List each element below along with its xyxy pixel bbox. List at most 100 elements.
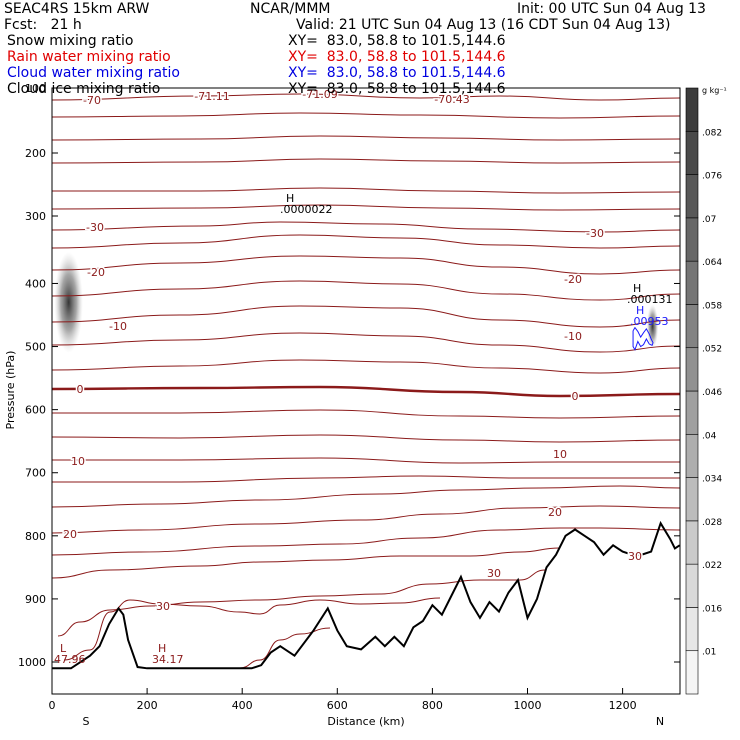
isotherm-line-14 — [52, 409, 680, 419]
colorbar-tick-7: .052 — [702, 345, 722, 355]
x-tick-label-200: 200 — [137, 699, 158, 712]
field-cloudice-xy: XY= 83.0, 58.8 to 101.5,144.6 — [288, 81, 506, 97]
colorbar-tick-2: .022 — [702, 561, 722, 571]
isotherm-line-11 — [52, 332, 680, 353]
model-title: SEAC4RS 15km ARW — [4, 1, 150, 17]
terrain-profile — [52, 520, 680, 670]
field-rain-xy: XY= 83.0, 58.8 to 101.5,144.6 — [288, 49, 506, 65]
mixing-ratio-shading-0 — [54, 251, 83, 353]
field-cloudwater-label: Cloud water mixing ratio — [7, 65, 180, 81]
isotherm-line-10 — [52, 305, 680, 328]
y-tick-label-400: 400 — [25, 277, 46, 290]
isotherm-line-17 — [52, 475, 680, 483]
x-end-label-north: N — [656, 715, 664, 728]
isotherm-label-12: 10 — [71, 455, 85, 468]
isotherm-line-3 — [52, 158, 680, 164]
cloud-water-contour — [632, 326, 654, 351]
isotherm-label-7: -20 — [564, 273, 582, 286]
isotherm-line-16 — [52, 457, 680, 464]
isotherm-line-20 — [52, 527, 680, 556]
colorbar-segment-10 — [685, 217, 699, 262]
extremum-marker-1: H — [633, 282, 641, 295]
colorbar-unit: g kg⁻¹ — [702, 86, 727, 95]
field-cloudwater-xy: XY= 83.0, 58.8 to 101.5,144.6 — [288, 65, 506, 81]
extremum-value-1: .000131 — [627, 293, 673, 306]
isotherm-line-4 — [52, 187, 680, 194]
colorbar-tick-0: .01 — [702, 648, 716, 658]
colorbar-segment-1 — [685, 607, 699, 652]
extremum-value-2: .00953 — [630, 315, 669, 328]
extremum-marker-0: H — [286, 192, 294, 205]
isotherm-label-9: -10 — [564, 330, 582, 343]
isotherm-line-21 — [52, 547, 561, 579]
colorbar-segment-2 — [685, 563, 699, 608]
extremum-value-3: 47.96 — [54, 653, 86, 666]
isotherm-label-4: -30 — [86, 221, 104, 234]
isotherm-line-19 — [52, 505, 680, 534]
isotherm-line-8 — [52, 255, 680, 275]
isotherm-line-15 — [52, 434, 680, 443]
y-tick-label-1000: 1000 — [18, 656, 46, 669]
isotherm-label-16: 30 — [487, 567, 501, 580]
x-tick-label-400: 400 — [232, 699, 253, 712]
isotherm-line-2 — [52, 135, 680, 141]
isotherm-label-13: 10 — [553, 448, 567, 461]
isotherm-label-5: -30 — [586, 227, 604, 240]
y-tick-label-800: 800 — [25, 530, 46, 543]
isotherm-label-6: -20 — [87, 266, 105, 279]
isotherm-line-0 — [52, 93, 680, 101]
x-tick-label-1200: 1200 — [609, 699, 637, 712]
colorbar-tick-4: .034 — [702, 475, 722, 485]
colorbar-tick-11: .076 — [702, 172, 722, 182]
colorbar-segment-13 — [685, 87, 699, 132]
isotherm-label-0: -70 — [83, 94, 101, 107]
y-tick-label-200: 200 — [25, 147, 46, 160]
plot-frame — [51, 87, 681, 695]
y-tick-label-500: 500 — [25, 341, 46, 354]
y-tick-label-700: 700 — [25, 467, 46, 480]
valid-time: Valid: 21 UTC Sun 04 Aug 13 (16 CDT Sun … — [296, 17, 671, 33]
isotherm-label-1: -71.11 — [194, 90, 229, 103]
extremum-marker-4: H — [158, 642, 166, 655]
colorbar-tick-1: .016 — [702, 604, 722, 614]
isotherm-label-10: 0 — [77, 383, 84, 396]
isotherm-line-6 — [52, 221, 680, 233]
x-tick-label-600: 600 — [327, 699, 348, 712]
center-title: NCAR/MMM — [250, 1, 331, 17]
extremum-value-0: .0000022 — [280, 203, 333, 216]
isotherm-label-17: 30 — [156, 600, 170, 613]
isotherm-line-13 — [52, 385, 680, 398]
isotherm-label-3: -70.43 — [434, 93, 469, 106]
colorbar-tick-12: .082 — [702, 128, 722, 138]
isotherm-label-14: 20 — [63, 528, 77, 541]
extremum-marker-2: H — [636, 304, 644, 317]
colorbar-segment-4 — [685, 477, 699, 522]
x-tick-label-800: 800 — [422, 699, 443, 712]
colorbar-segment-5 — [685, 433, 699, 478]
isotherm-label-2: -71.09 — [302, 88, 337, 101]
isotherm-line-5 — [52, 204, 680, 211]
y-axis-title: Pressure (hPa) — [4, 351, 17, 430]
colorbar-tick-8: .058 — [702, 301, 722, 311]
colorbar-segment-3 — [685, 520, 699, 565]
isotherm-line-9 — [52, 280, 680, 301]
colorbar-tick-9: .064 — [702, 258, 722, 268]
colorbar-segment-6 — [685, 390, 699, 435]
isotherm-line-23 — [63, 597, 441, 661]
extremum-marker-3: L — [60, 642, 67, 655]
isotherm-line-12 — [52, 359, 680, 374]
isotherm-label-8: -10 — [109, 320, 127, 333]
forecast-hour: Fcst: 21 h — [4, 17, 82, 33]
field-snow-xy: XY= 83.0, 58.8 to 101.5,144.6 — [288, 33, 506, 49]
isotherm-line-18 — [52, 485, 680, 508]
colorbar-tick-10: .07 — [702, 215, 716, 225]
extremum-value-4: 34.17 — [152, 653, 184, 666]
x-tick-label-0: 0 — [49, 699, 56, 712]
isotherm-label-18: 30 — [628, 550, 642, 563]
colorbar-tick-5: .04 — [702, 431, 717, 441]
init-time: Init: 00 UTC Sun 04 Aug 13 — [517, 1, 706, 17]
y-tick-label-900: 900 — [25, 593, 46, 606]
isotherm-line-24 — [239, 627, 331, 669]
isotherm-label-15: 20 — [548, 506, 562, 519]
